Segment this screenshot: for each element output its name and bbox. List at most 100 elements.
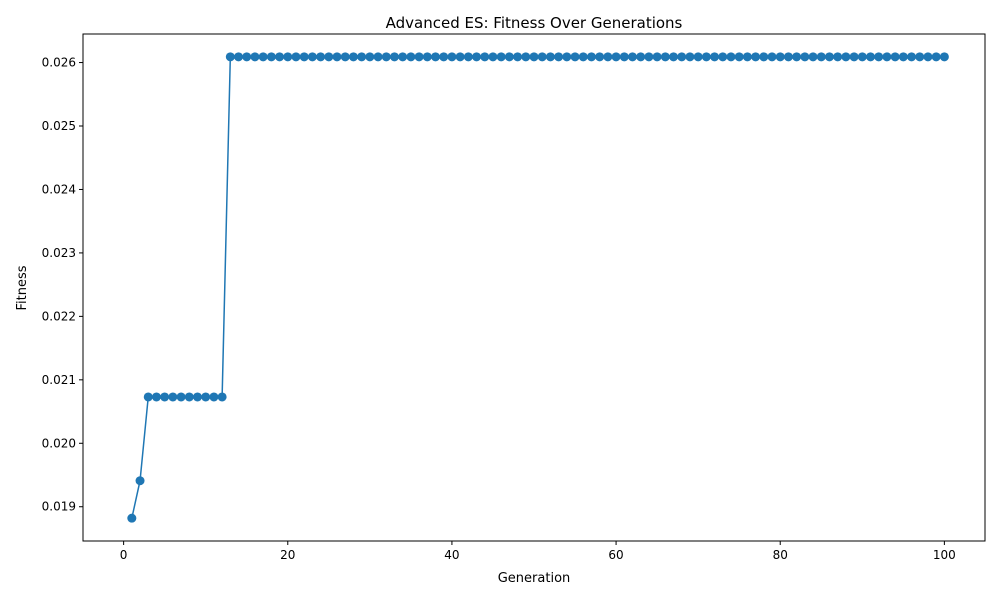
y-tick-label: 0.021 [42,373,76,387]
data-point [636,52,646,62]
data-point [866,52,876,62]
data-point [472,52,482,62]
data-point [652,52,662,62]
data-point [275,52,285,62]
data-point [283,52,293,62]
data-point [250,52,260,62]
data-point [480,52,490,62]
data-point [513,52,523,62]
data-point [439,52,449,62]
data-point [939,52,949,62]
data-point [447,52,457,62]
data-point [718,52,728,62]
data-point [677,52,687,62]
data-point [570,52,580,62]
data-point [127,513,137,523]
data-point [554,52,564,62]
data-point [357,52,367,62]
data-point [693,52,703,62]
y-tick-label: 0.025 [42,119,76,133]
data-point [816,52,826,62]
data-point [406,52,416,62]
data-point [537,52,547,62]
x-tick-label: 0 [120,548,128,562]
data-point [742,52,752,62]
x-axis-label: Generation [498,571,571,586]
data-point [201,392,211,402]
data-point [562,52,572,62]
data-point [373,52,383,62]
data-point [874,52,884,62]
y-tick-label: 0.022 [42,309,76,323]
y-tick-label: 0.020 [42,436,76,450]
data-point [184,392,194,402]
data-point [332,52,342,62]
data-point [710,52,720,62]
data-point [398,52,408,62]
data-point [160,392,170,402]
data-point [324,52,334,62]
data-point [841,52,851,62]
data-point [234,52,244,62]
data-point [907,52,917,62]
data-point [882,52,892,62]
data-point [759,52,769,62]
data-point [595,52,605,62]
y-axis: 0.019 0.020 0.021 0.022 0.023 0.024 0.025 0.026 [42,56,83,514]
data-point [431,52,441,62]
data-point [767,52,777,62]
data-point [348,52,358,62]
data-point [463,52,473,62]
data-point [808,52,818,62]
data-point [726,52,736,62]
data-point [258,52,268,62]
data-point [504,52,514,62]
x-tick-label: 40 [444,548,459,562]
data-point [176,392,186,402]
data-point [627,52,637,62]
data-point [135,476,145,486]
data-point [217,392,227,402]
data-point [242,52,252,62]
data-point [316,52,326,62]
data-point [209,392,219,402]
y-tick-label: 0.019 [42,500,76,514]
data-point [299,52,309,62]
data-point [751,52,761,62]
data-point [578,52,588,62]
data-point [898,52,908,62]
data-point [603,52,613,62]
data-point [291,52,301,62]
y-tick-label: 0.023 [42,246,76,260]
data-point [931,52,941,62]
data-point [389,52,399,62]
data-point [225,52,235,62]
x-axis: 0 20 40 60 80 100 [120,541,956,562]
plot-area [82,33,986,542]
x-tick-label: 60 [608,548,623,562]
data-point [685,52,695,62]
data-point [192,392,202,402]
data-point [644,52,654,62]
data-point [619,52,629,62]
data-point [266,52,276,62]
data-point [151,392,161,402]
data-point [611,52,621,62]
data-point [669,52,679,62]
data-point [734,52,744,62]
data-point [792,52,802,62]
data-point [414,52,424,62]
data-point [545,52,555,62]
data-point [307,52,317,62]
data-point [775,52,785,62]
data-point [586,52,596,62]
data-point [800,52,810,62]
data-point [833,52,843,62]
data-point [857,52,867,62]
data-point [422,52,432,62]
data-point [365,52,375,62]
data-point [660,52,670,62]
chart-title: Advanced ES: Fitness Over Generations [386,14,683,32]
